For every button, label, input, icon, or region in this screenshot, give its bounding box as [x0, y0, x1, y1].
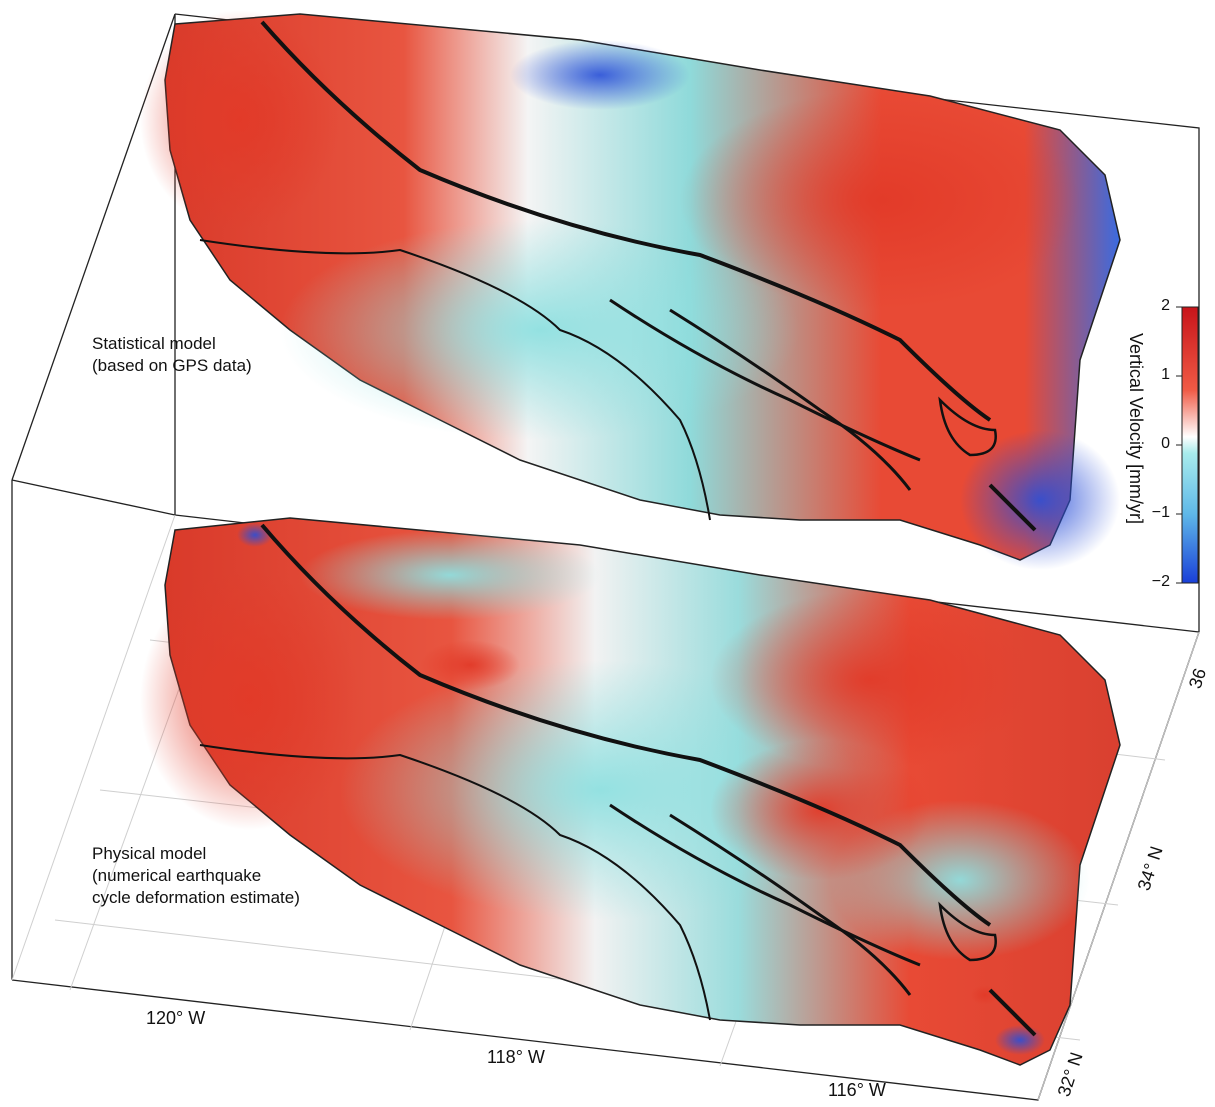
colorbar-tick-1: 1: [1161, 366, 1170, 383]
statistical-model-title: Statistical model: [92, 334, 216, 353]
colorbar-tick-neg1: −1: [1151, 504, 1170, 521]
physical-model-label: Physical model (numerical earthquake cyc…: [92, 843, 300, 909]
physical-model-title: Physical model: [92, 844, 207, 863]
colorbar-title: Vertical Velocity [mm/yr]: [1126, 333, 1146, 525]
longitude-tick-118w: 118° W: [487, 1047, 545, 1067]
colorbar-tick-2: 2: [1161, 297, 1170, 314]
longitude-tick-116w: 116° W: [828, 1080, 886, 1100]
physical-model-surface: [140, 517, 1121, 1066]
statistical-model-surface: [140, 10, 1121, 570]
colorbar: [1176, 306, 1199, 584]
colorbar-tick-neg2: −2: [1151, 573, 1170, 590]
longitude-tick-120w: 120° W: [146, 1008, 206, 1028]
physical-model-subtitle-2: cycle deformation estimate): [92, 888, 300, 907]
statistical-model-subtitle: (based on GPS data): [92, 356, 252, 375]
colorbar-tick-0: 0: [1161, 435, 1170, 452]
statistical-model-label: Statistical model (based on GPS data): [92, 333, 252, 377]
physical-model-subtitle-1: (numerical earthquake: [92, 866, 262, 885]
